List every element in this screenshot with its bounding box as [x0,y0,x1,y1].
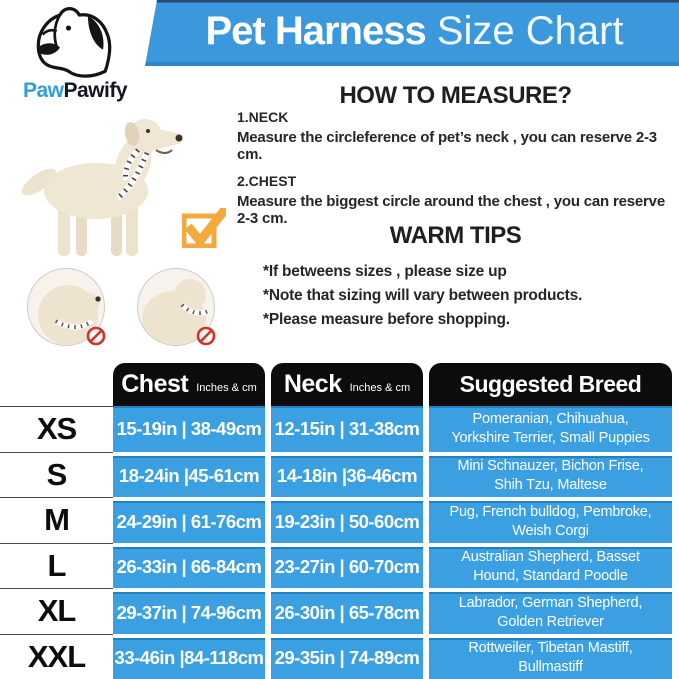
table-row-l: L 26-33in | 66-84cm 23-27in | 60-70cm Au… [0,542,679,589]
brand-dog-icon [36,6,112,78]
breed-line: Rottweiler, Tibetan Mastiff, [468,640,633,657]
breed-value: Rottweiler, Tibetan Mastiff, Bullmastiff [429,637,672,679]
warm-tip: *If betweens sizes , please size up [263,263,507,280]
size-table: Chest Inches & cm Neck Inches & cm Sugge… [0,363,679,679]
breed-value: Pug, French bulldog, Pembroke, Weish Cor… [429,501,672,543]
warm-tips-list: *If betweens sizes , please size up *Not… [263,260,679,332]
table-row-s: S 18-24in |45-61cm 14-18in |36-46cm Mini… [0,451,679,498]
neck-value: 29-35in | 74-89cm [271,637,423,679]
brand-logo: PawPawify [10,2,140,103]
wrong-chest-measure-photo [137,268,216,346]
chest-value: 29-37in | 74-96cm [113,592,265,634]
chest-value: 24-29in | 61-76cm [113,501,265,543]
chest-value: 18-24in |45-61cm [113,455,265,497]
breed-line: Labrador, German Shepherd, [458,594,643,611]
table-row-xs: XS 15-19in | 38-49cm 12-15in | 31-38cm P… [0,406,679,452]
measure-instructions: 1.NECK Measure the circleference of pet’… [237,109,679,237]
breed-line: Pomeranian, Chihuahua, [472,410,629,427]
breed-line: Weish Corgi [512,522,589,539]
page-title-light: Size Chart [425,9,624,53]
size-label: M [0,497,113,543]
prohibition-icon [196,326,216,346]
column-header-breed: Suggested Breed [429,363,672,406]
column-header-neck-units: Inches & cm [349,381,411,394]
breed-line: Hound, Standard Poodle [473,568,628,585]
size-label: S [0,451,113,498]
breed-value: Pomeranian, Chihuahua, Yorkshire Terrier… [429,406,672,452]
breed-value: Labrador, German Shepherd, Golden Retrie… [429,592,672,634]
column-header-neck-label: Neck [283,370,342,398]
table-row-m: M 24-29in | 61-76cm 19-23in | 50-60cm Pu… [0,497,679,543]
breed-line: Mini Schnauzer, Bichon Frise, [457,458,644,475]
column-header-chest-units: Inches & cm [196,381,257,394]
column-header-chest-label: Chest [121,370,189,398]
breed-line: Golden Retriever [497,613,604,630]
breed-line: Pug, French bulldog, Pembroke, [449,503,652,520]
size-label: L [0,542,113,589]
measure-step-neck-label: 1.NECK [237,109,289,125]
warm-tip: *Please measure before shopping. [263,311,510,328]
size-label: XXL [0,633,113,679]
breed-line: Shih Tzu, Maltese [494,477,607,494]
size-label: XL [0,588,113,634]
brand-name: PawPawify [10,79,140,103]
column-header-chest: Chest Inches & cm [113,363,265,406]
neck-value: 12-15in | 31-38cm [271,406,423,452]
brand-name-part1: Paw [22,79,64,102]
how-to-measure-title: HOW TO MEASURE? [339,82,572,109]
measure-step-chest-label: 2.CHEST [237,173,297,189]
breed-value: Mini Schnauzer, Bichon Frise, Shih Tzu, … [429,455,672,497]
neck-value: 26-30in | 65-78cm [271,592,423,634]
dog-measurement-photo [21,119,183,256]
checkmark-icon [182,208,226,248]
column-header-neck: Neck Inches & cm [271,363,423,406]
breed-value: Australian Shepherd, Basset Hound, Stand… [429,546,672,588]
size-label: XS [0,406,113,452]
warm-tip: *Note that sizing will vary between prod… [263,287,583,304]
measure-step-chest-text: Measure the biggest circle around the ch… [237,193,665,227]
header-band [145,0,679,66]
breed-line: Australian Shepherd, Basset [461,549,640,566]
size-table-header: Chest Inches & cm Neck Inches & cm Sugge… [0,363,679,406]
page-title: Pet Harness Size Chart [150,9,679,54]
neck-value: 23-27in | 60-70cm [271,546,423,588]
column-header-breed-label: Suggested Breed [459,371,642,397]
page-title-bold: Pet Harness [205,9,426,53]
breed-line: Yorkshire Terrier, Small Puppies [451,429,650,446]
breed-line: Bullmastiff [518,659,583,676]
table-row-xl: XL 29-37in | 74-96cm 26-30in | 65-78cm L… [0,588,679,634]
prohibition-icon [86,326,106,346]
wrong-neck-measure-photo [27,268,106,346]
measure-step-neck-text: Measure the circleference of pet’s neck … [237,129,657,163]
brand-name-part2: Pawify [63,79,128,102]
chest-value: 15-19in | 38-49cm [113,406,265,452]
table-row-xxl: XXL 33-46in |84-118cm 29-35in | 74-89cm … [0,633,679,679]
chest-value: 26-33in | 66-84cm [113,546,265,588]
neck-value: 19-23in | 50-60cm [271,501,423,543]
warm-tips-title: WARM TIPS [389,222,522,249]
neck-value: 14-18in |36-46cm [271,455,423,497]
chest-value: 33-46in |84-118cm [113,637,265,679]
